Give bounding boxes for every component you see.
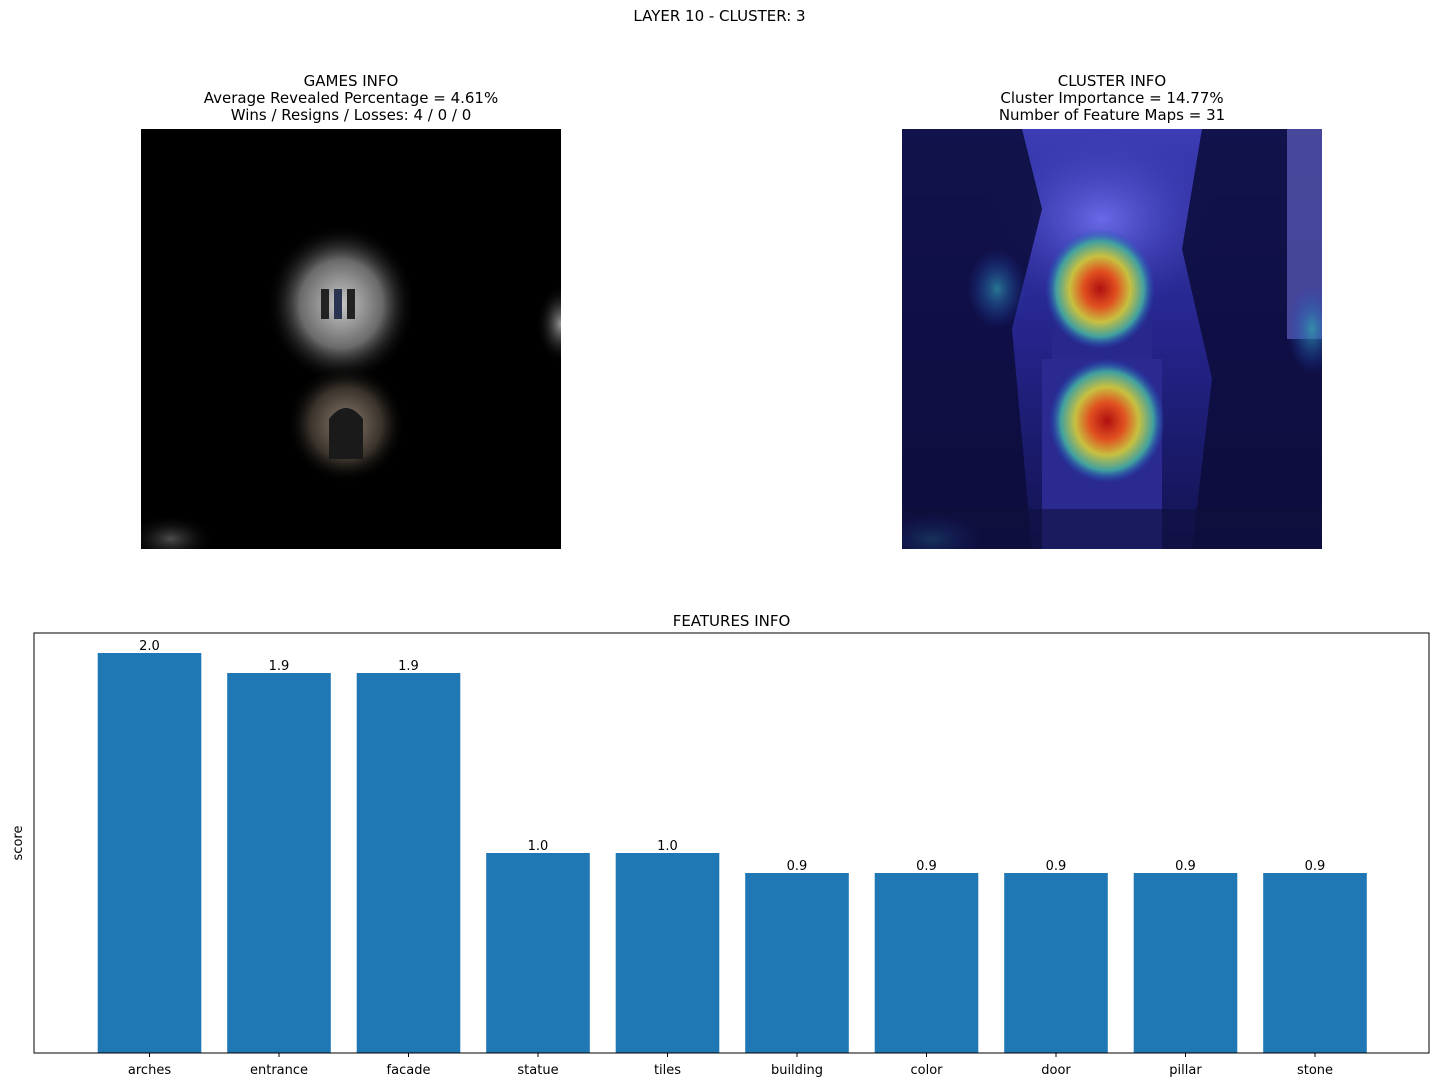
bar-value-label: 1.9 [398,659,419,674]
bar-building [745,873,849,1053]
bar-value-label: 1.0 [528,839,549,854]
bar-tiles [615,853,720,1053]
x-tick-label: facade [387,1063,431,1078]
games-info-record: Wins / Resigns / Losses: 4 / 0 / 0 [230,106,472,124]
bar-value-label: 0.9 [1175,859,1196,874]
cluster-info-feature-maps: Number of Feature Maps = 31 [998,106,1226,124]
x-tick-label: color [910,1063,943,1078]
bar-facade [356,673,461,1053]
bar-value-label: 2.0 [139,639,160,654]
bar-statue [486,853,590,1053]
bar-value-label: 1.9 [269,659,290,674]
bar-value-label: 0.9 [1046,859,1067,874]
bar-value-label: 0.9 [787,859,808,874]
x-tick-label: stone [1297,1063,1333,1078]
plot-frame [33,632,1430,1054]
figure-title: LAYER 10 - CLUSTER: 3 [633,7,806,25]
chart-title: FEATURES INFO [672,612,791,630]
games-info-title: GAMES INFO [303,72,399,90]
bar-value-label: 0.9 [916,859,937,874]
x-tick-label: door [1041,1063,1071,1078]
bar-door [1004,873,1108,1053]
games-info-revealed: Average Revealed Percentage = 4.61% [203,89,499,107]
x-tick-label: building [771,1063,823,1078]
x-tick-label: pillar [1169,1063,1202,1078]
x-tick-label: arches [128,1063,171,1078]
cluster-info-header: CLUSTER INFO Cluster Importance = 14.77%… [902,73,1322,124]
bar-arches [97,653,202,1053]
bar-entrance [227,673,331,1053]
heatmap-image [902,129,1322,549]
bar-stone [1263,873,1367,1053]
bar-color [874,873,979,1053]
y-axis-label: score [11,826,26,861]
x-tick-label: entrance [250,1063,308,1078]
bar-value-label: 0.9 [1305,859,1326,874]
x-tick-label: tiles [654,1063,681,1078]
cluster-info-title: CLUSTER INFO [1057,72,1167,90]
revealed-image [141,129,561,549]
x-tick-label: statue [517,1063,558,1078]
games-info-header: GAMES INFO Average Revealed Percentage =… [141,73,561,124]
bar-value-label: 1.0 [657,839,678,854]
bar-pillar [1133,873,1238,1053]
cluster-info-importance: Cluster Importance = 14.77% [1000,89,1224,107]
